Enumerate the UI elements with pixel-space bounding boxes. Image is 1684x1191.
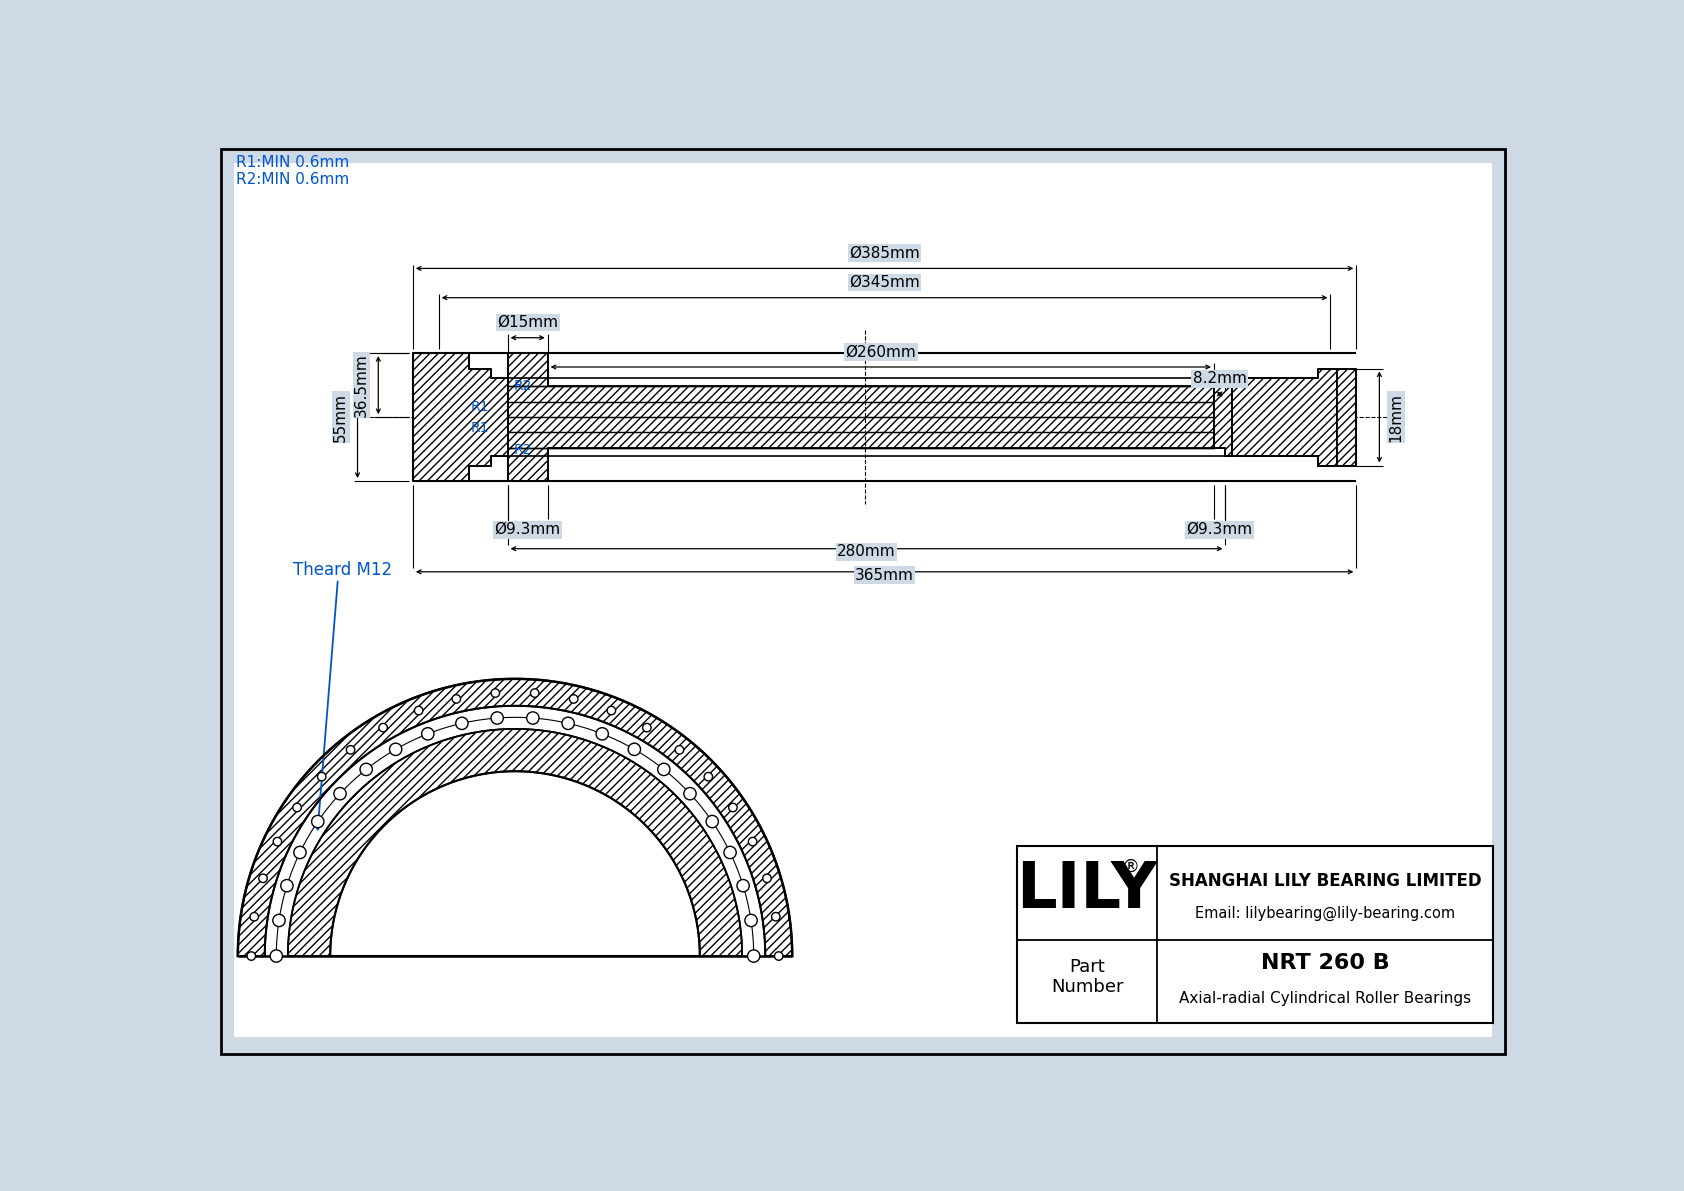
Text: LILY: LILY [1017,859,1157,921]
Circle shape [281,879,293,892]
Circle shape [456,717,468,729]
Bar [818,606,1492,1037]
Circle shape [738,879,749,892]
Text: 18mm: 18mm [1389,393,1403,442]
Circle shape [628,743,640,755]
Circle shape [293,847,306,859]
Circle shape [312,816,323,828]
Bar [234,606,818,1037]
Circle shape [704,773,712,781]
Text: R1: R1 [472,422,488,436]
Circle shape [293,803,301,812]
Circle shape [706,816,719,828]
Circle shape [389,743,402,755]
Circle shape [527,712,539,724]
Text: Ø260mm: Ø260mm [845,344,916,360]
Text: R2:MIN 0.6mm: R2:MIN 0.6mm [236,172,350,187]
Polygon shape [413,353,507,481]
Text: Ø15mm: Ø15mm [497,316,557,330]
Text: R2: R2 [514,443,532,457]
Text: NRT 260 B: NRT 260 B [1261,953,1389,973]
Text: 365mm: 365mm [855,568,914,582]
Circle shape [684,787,695,800]
Bar [1017,846,1494,1023]
Text: 8.2mm: 8.2mm [1192,372,1246,386]
Circle shape [248,952,256,960]
Circle shape [273,915,285,927]
Circle shape [763,874,771,883]
Text: Axial-radial Cylindrical Roller Bearings: Axial-radial Cylindrical Roller Bearings [1179,991,1472,1005]
Text: Ø9.3mm: Ø9.3mm [495,522,561,537]
Text: Theard M12: Theard M12 [293,561,392,579]
Text: R1:MIN 0.6mm: R1:MIN 0.6mm [236,155,350,170]
Circle shape [360,763,372,775]
Circle shape [643,723,652,732]
Text: R1: R1 [472,400,488,414]
Polygon shape [288,729,743,956]
Polygon shape [1231,368,1337,466]
Circle shape [569,694,578,703]
Bar [507,386,1214,448]
Circle shape [492,688,500,697]
Text: R2: R2 [514,379,532,393]
Circle shape [562,717,574,729]
Circle shape [318,773,327,781]
Circle shape [269,950,283,962]
Circle shape [675,746,684,754]
Circle shape [333,787,347,800]
Circle shape [748,950,759,962]
Polygon shape [507,353,1214,481]
Circle shape [421,728,434,740]
Polygon shape [237,679,791,956]
Polygon shape [1214,378,1231,456]
Circle shape [379,723,387,732]
Text: 36.5mm: 36.5mm [354,354,369,417]
Circle shape [658,763,670,775]
Text: Ø345mm: Ø345mm [849,275,919,289]
Text: Ø9.3mm: Ø9.3mm [1187,522,1253,537]
Text: 280mm: 280mm [837,544,896,560]
Circle shape [414,706,423,715]
Text: SHANGHAI LILY BEARING LIMITED: SHANGHAI LILY BEARING LIMITED [1169,872,1482,891]
Circle shape [596,728,608,740]
Circle shape [775,952,783,960]
Text: 55mm: 55mm [333,393,349,442]
Circle shape [347,746,355,754]
Circle shape [273,837,281,846]
Circle shape [259,874,268,883]
Circle shape [771,912,780,921]
Circle shape [729,803,738,812]
Circle shape [608,706,616,715]
Circle shape [530,688,539,697]
Text: ®: ® [1122,859,1140,877]
Circle shape [451,694,460,703]
Circle shape [492,712,504,724]
Text: Part
Number: Part Number [1051,958,1123,997]
Bar [234,163,1492,606]
Polygon shape [1337,368,1356,466]
Circle shape [748,837,756,846]
Circle shape [249,912,258,921]
Circle shape [744,915,758,927]
Text: Email: lilybearing@lily-bearing.com: Email: lilybearing@lily-bearing.com [1196,905,1455,921]
Text: Ø385mm: Ø385mm [849,245,919,261]
Circle shape [724,847,736,859]
